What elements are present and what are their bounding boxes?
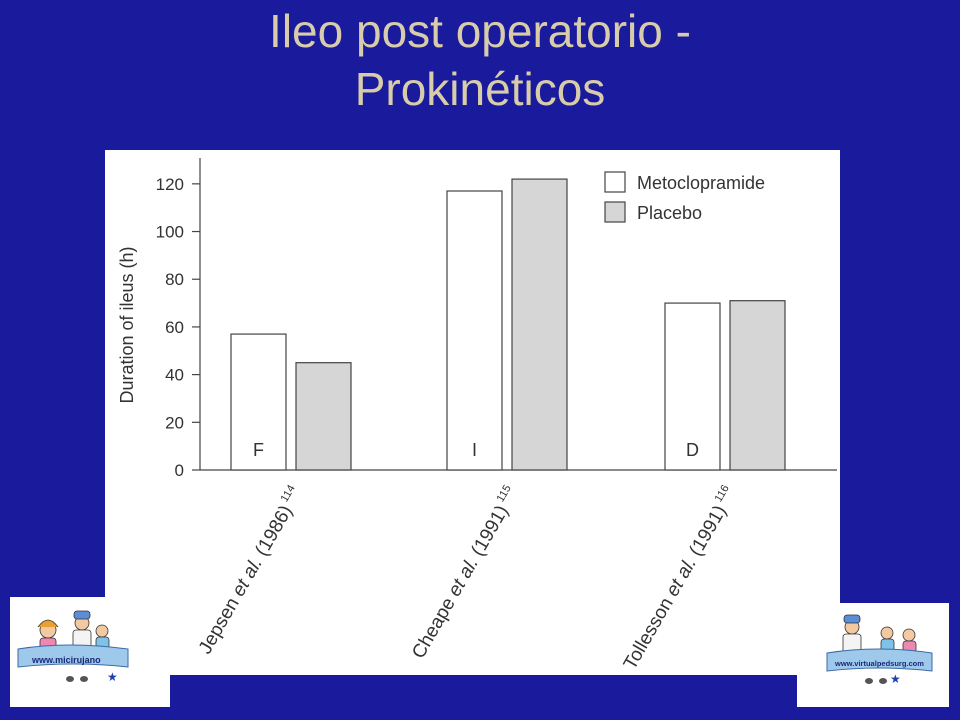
group-letter: I [472, 440, 477, 460]
bar-metoclopramide-1 [230, 333, 287, 471]
x-category-label: Tollesson et al. (1991) 116 [618, 483, 741, 673]
legend-swatch-placebo [604, 201, 626, 223]
kids-feet-icon: ★ [66, 670, 118, 684]
x-category-label: Cheape et al. (1991) 115 [406, 483, 523, 662]
y-tick-label: 40 [165, 366, 184, 385]
legend-label-metoclopramide: Metoclopramide [637, 173, 765, 193]
bar-metoclopramide-3 [664, 302, 721, 471]
y-tick-label: 60 [165, 318, 184, 337]
y-tick-label: 0 [175, 461, 184, 480]
y-tick-label: 80 [165, 270, 184, 289]
bar-metoclopramide-2 [446, 190, 503, 471]
kids-feet-icon: ★ [865, 672, 901, 686]
y-tick-label: 100 [156, 223, 184, 242]
slide-title-line2: Prokinéticos [354, 63, 606, 115]
group-letter: D [686, 440, 699, 460]
slide-title-line1: Ileo post operatorio - [269, 5, 691, 57]
url-banner [826, 648, 933, 672]
micirujano-logo: www.micirujano ★ [10, 597, 170, 707]
virtualpedsurg-logo: www.virtualpedsurg.com ★ [797, 603, 949, 707]
x-category-label: Jepsen et al. (1986) 114 [193, 483, 307, 658]
chart-panel: 0 20 40 60 80 100 120 Duration of ileus (h) F Jep… [105, 150, 840, 675]
group-letter: F [253, 440, 264, 460]
y-tick-label: 120 [156, 175, 184, 194]
slide-title: Ileo post operatorio - Prokinéticos [0, 0, 960, 118]
y-tick-label: 20 [165, 413, 184, 432]
bar-placebo-2 [511, 178, 568, 471]
url-banner [17, 644, 129, 668]
y-axis-label: Duration of ileus (h) [117, 246, 137, 403]
legend-swatch-metoclopramide [604, 171, 626, 193]
kids-illustration-icon [842, 614, 917, 655]
left-logo-url: www.micirujano [31, 655, 101, 665]
bar-placebo-3 [729, 300, 786, 471]
legend-label-placebo: Placebo [637, 203, 702, 223]
svg-text:★: ★ [107, 670, 118, 684]
bar-placebo-1 [295, 362, 352, 471]
right-logo-url: www.virtualpedsurg.com [834, 659, 924, 668]
bar-chart: 0 20 40 60 80 100 120 Duration of ileus (h) F Jep… [117, 158, 837, 673]
svg-text:★: ★ [890, 672, 901, 686]
